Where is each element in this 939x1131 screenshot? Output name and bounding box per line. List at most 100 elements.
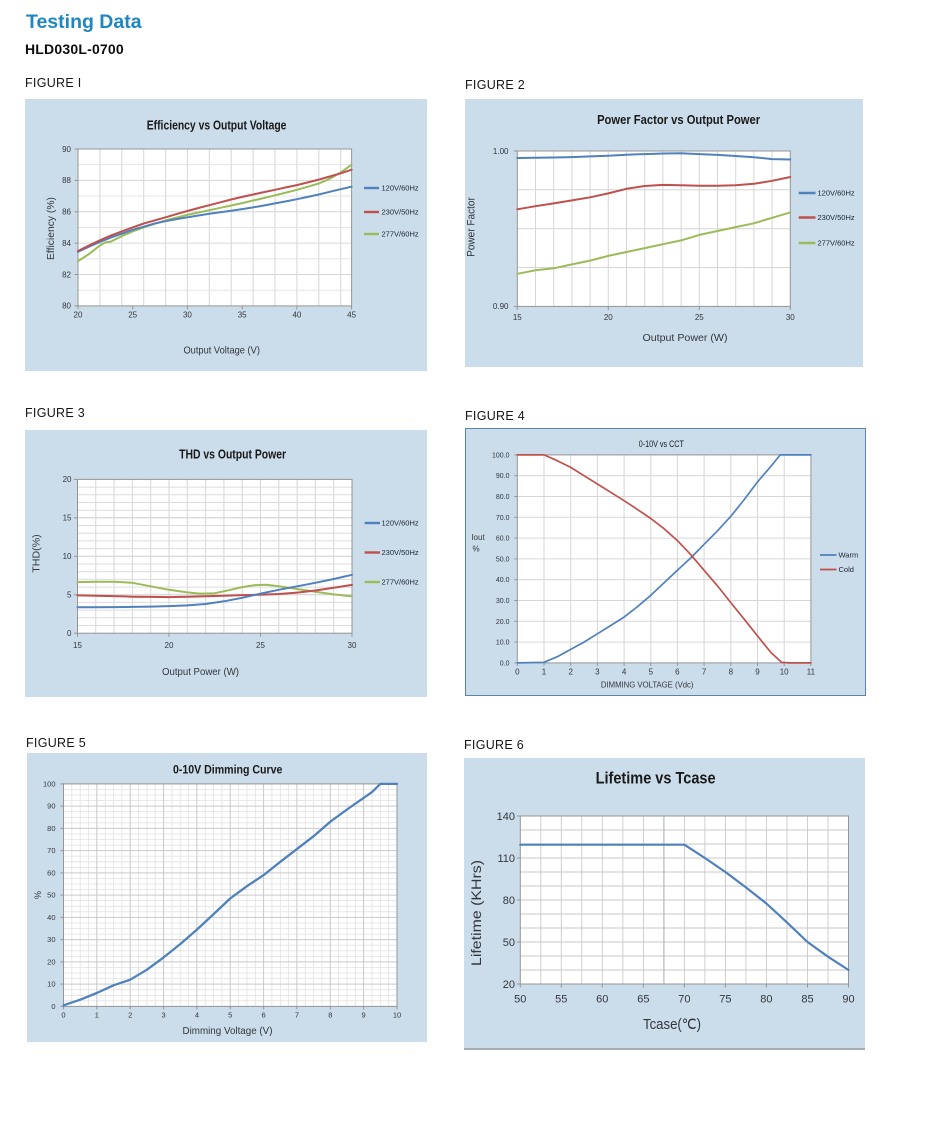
svg-text:Output Power (W): Output Power (W) [643,332,728,344]
svg-text:45: 45 [347,310,356,319]
svg-text:7: 7 [295,1011,299,1020]
svg-text:2: 2 [128,1011,132,1020]
svg-text:3: 3 [162,1011,166,1020]
svg-text:9: 9 [362,1011,366,1020]
svg-text:70: 70 [47,846,55,855]
svg-text:30: 30 [183,310,192,319]
svg-text:25: 25 [256,641,265,650]
svg-text:0: 0 [51,1002,55,1011]
svg-text:82: 82 [62,270,71,279]
svg-text:60: 60 [596,994,608,1006]
svg-text:90: 90 [842,994,854,1006]
svg-text:75: 75 [719,994,731,1006]
svg-text:60: 60 [47,868,55,877]
svg-text:20.0: 20.0 [496,619,510,626]
svg-text:1: 1 [95,1011,99,1020]
svg-text:85: 85 [801,994,813,1006]
svg-text:110: 110 [497,853,515,865]
svg-text:80: 80 [760,994,772,1006]
svg-text:THD vs Output Power: THD vs Output Power [179,448,286,462]
svg-text:86: 86 [62,208,71,217]
svg-text:20: 20 [165,641,174,650]
svg-text:Dimming Voltage (V): Dimming Voltage (V) [183,1026,273,1037]
svg-text:65: 65 [637,994,649,1006]
svg-text:90: 90 [62,145,71,154]
svg-text:40.0: 40.0 [496,577,510,584]
svg-text:0: 0 [67,629,72,638]
svg-text:Output Power (W): Output Power (W) [162,667,239,678]
svg-text:70: 70 [678,994,690,1006]
svg-text:100: 100 [43,779,56,788]
svg-text:DIMMING VOLTAGE (Vdc): DIMMING VOLTAGE (Vdc) [601,680,694,690]
svg-text:5: 5 [228,1011,232,1020]
svg-text:Tcase(℃): Tcase(℃) [643,1017,701,1033]
svg-text:25: 25 [128,310,137,319]
svg-text:1: 1 [542,667,547,676]
svg-text:55: 55 [555,994,567,1006]
svg-text:9: 9 [755,667,760,676]
svg-text:84: 84 [62,239,71,248]
svg-text:80: 80 [47,824,55,833]
svg-text:35: 35 [238,310,247,319]
svg-text:Power Factor: Power Factor [466,197,478,257]
svg-text:Efficiency vs Output Voltage: Efficiency vs Output Voltage [147,118,287,133]
svg-text:80.0: 80.0 [496,494,510,501]
svg-text:15: 15 [513,313,522,322]
svg-text:120V/60Hz: 120V/60Hz [382,184,419,193]
svg-text:2: 2 [568,667,573,676]
svg-text:88: 88 [62,176,71,185]
svg-text:20: 20 [74,310,83,319]
svg-text:120V/60Hz: 120V/60Hz [818,189,855,198]
svg-text:0: 0 [61,1011,65,1020]
svg-text:230V/50Hz: 230V/50Hz [818,213,855,222]
svg-text:140: 140 [497,811,515,823]
svg-text:230V/50Hz: 230V/50Hz [382,548,419,557]
svg-text:20: 20 [47,957,55,966]
svg-text:50.0: 50.0 [496,556,510,563]
svg-text:50: 50 [503,937,515,949]
svg-text:Efficiency (%): Efficiency (%) [46,197,57,260]
svg-text:80: 80 [62,302,71,311]
svg-text:25: 25 [695,313,704,322]
svg-text:Lifetime vs Tcase: Lifetime vs Tcase [596,769,716,788]
svg-text:277V/60Hz: 277V/60Hz [818,239,855,248]
svg-text:%: % [472,545,479,554]
svg-text:80: 80 [503,895,515,907]
svg-text:%: % [33,891,43,899]
svg-text:8: 8 [328,1011,332,1020]
svg-text:15: 15 [63,514,72,523]
svg-text:277V/60Hz: 277V/60Hz [382,578,419,587]
svg-text:Cold: Cold [839,565,854,574]
svg-text:Iout: Iout [471,533,485,542]
svg-text:50: 50 [47,891,55,900]
svg-text:90.0: 90.0 [496,473,510,480]
svg-text:90: 90 [47,802,55,811]
svg-text:30.0: 30.0 [496,598,510,605]
svg-text:5: 5 [67,591,72,600]
svg-text:60.0: 60.0 [496,536,510,543]
svg-text:20: 20 [604,313,613,322]
svg-text:Warm: Warm [839,551,859,560]
svg-text:5: 5 [649,667,654,676]
svg-text:40: 40 [47,913,55,922]
svg-text:20: 20 [503,979,515,991]
svg-text:8: 8 [729,667,734,676]
svg-text:15: 15 [73,641,82,650]
svg-text:10: 10 [393,1011,401,1020]
svg-text:30: 30 [348,641,357,650]
svg-text:50: 50 [514,994,526,1006]
svg-text:0.0: 0.0 [500,660,510,667]
svg-text:7: 7 [702,667,707,676]
svg-text:230V/50Hz: 230V/50Hz [382,208,419,217]
svg-text:4: 4 [195,1011,199,1020]
svg-text:1.00: 1.00 [493,147,509,156]
svg-text:100.0: 100.0 [492,452,510,459]
svg-text:10: 10 [63,552,72,561]
svg-text:10.0: 10.0 [496,640,510,647]
svg-text:120V/60Hz: 120V/60Hz [382,519,419,528]
svg-text:THD(%): THD(%) [31,534,43,573]
svg-text:Lifetime (KHrs): Lifetime (KHrs) [468,860,484,966]
svg-text:0-10V Dimming Curve: 0-10V Dimming Curve [173,763,283,777]
svg-text:6: 6 [262,1011,266,1020]
svg-text:Power Factor vs Output Power: Power Factor vs Output Power [597,112,760,127]
